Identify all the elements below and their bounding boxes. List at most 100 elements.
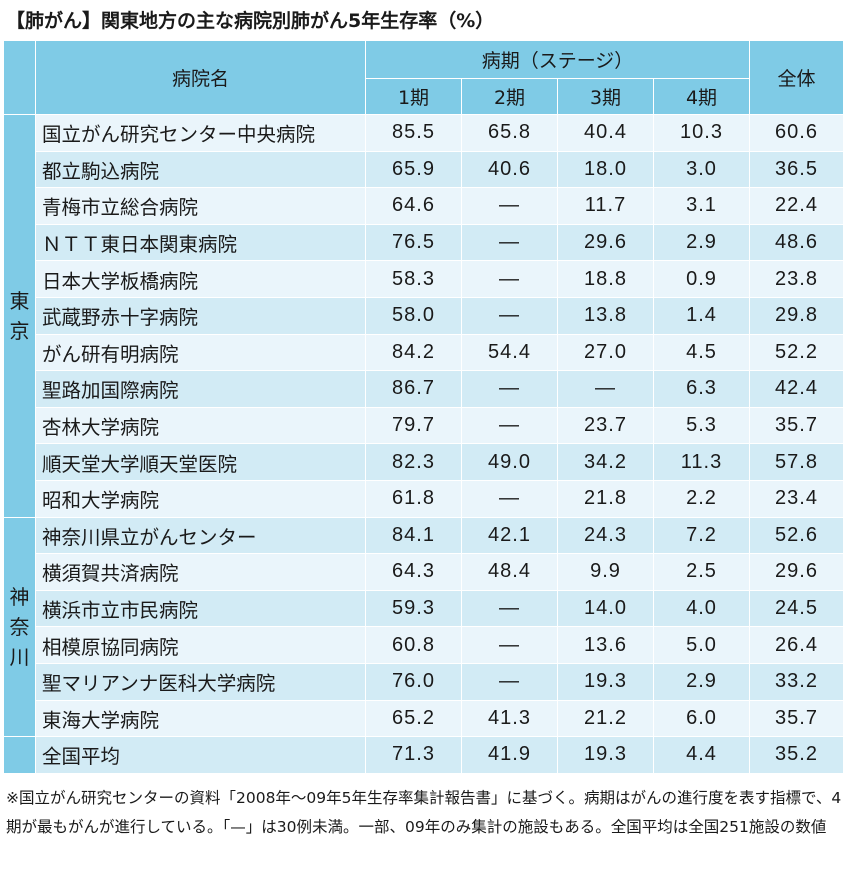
stage-3-value: 19.3 xyxy=(557,662,654,701)
hospital-name: 順天堂大学順天堂医院 xyxy=(35,443,366,481)
stage-1-value: 84.2 xyxy=(365,333,462,372)
hospital-name: 都立駒込病院 xyxy=(35,150,366,189)
stage-4-value: 4.5 xyxy=(653,333,750,372)
table-row: 横須賀共済病院 64.3 48.4 9.9 2.5 29.6 xyxy=(4,553,844,591)
hospital-name: 横須賀共済病院 xyxy=(35,553,366,591)
hospital-name: 国立がん研究センター中央病院 xyxy=(35,114,366,152)
stage-4-value: 7.2 xyxy=(653,516,750,555)
table-row: ＮＴＴ東日本関東病院 76.5 — 29.6 2.9 48.6 xyxy=(4,223,844,262)
stage-3-value: 18.0 xyxy=(557,150,654,189)
stage-1-value: 85.5 xyxy=(365,114,462,152)
stage-4-value: 11.3 xyxy=(653,443,750,481)
stage-2-value: — xyxy=(461,626,558,664)
stage-3-value: 19.3 xyxy=(557,736,654,774)
region-char: 奈 xyxy=(9,614,30,639)
overall-value: 48.6 xyxy=(749,223,844,262)
stage-2-value: 41.3 xyxy=(461,699,558,738)
hospital-name: 東海大学病院 xyxy=(35,699,366,738)
overall-value: 35.7 xyxy=(749,406,844,445)
stage-1-value: 76.0 xyxy=(365,662,462,701)
table-row: 昭和大学病院 61.8 — 21.8 2.2 23.4 xyxy=(4,479,844,518)
stage-2-value: — xyxy=(461,260,558,298)
stage-3-value: 21.2 xyxy=(557,699,654,738)
stage-3-value: 34.2 xyxy=(557,443,654,481)
overall-value: 23.4 xyxy=(749,479,844,518)
stage-4-value: 4.0 xyxy=(653,589,750,628)
stage-1-value: 64.3 xyxy=(365,553,462,591)
stage-3-value: 29.6 xyxy=(557,223,654,262)
table-row: 青梅市立総合病院 64.6 — 11.7 3.1 22.4 xyxy=(4,187,844,225)
overall-value: 36.5 xyxy=(749,150,844,189)
overall-value: 22.4 xyxy=(749,187,844,225)
stage-4-value: 10.3 xyxy=(653,114,750,152)
table-row: 横浜市立市民病院 59.3 — 14.0 4.0 24.5 xyxy=(4,589,844,628)
header-stage-2: 2期 xyxy=(461,78,558,115)
stage-2-value: — xyxy=(461,223,558,262)
table-row: 杏林大学病院 79.7 — 23.7 5.3 35.7 xyxy=(4,406,844,445)
table-row: 順天堂大学順天堂医院 82.3 49.0 34.2 11.3 57.8 xyxy=(4,443,844,481)
stage-4-value: 2.9 xyxy=(653,662,750,701)
hospital-name: 神奈川県立がんセンター xyxy=(35,516,366,555)
header-stage-4: 4期 xyxy=(653,78,750,115)
stage-2-value: — xyxy=(461,370,558,408)
overall-value: 33.2 xyxy=(749,662,844,701)
header-stage-3: 3期 xyxy=(557,78,654,115)
stage-2-value: 42.1 xyxy=(461,516,558,555)
stage-1-value: 65.2 xyxy=(365,699,462,738)
stage-1-value: 84.1 xyxy=(365,516,462,555)
hospital-name: 青梅市立総合病院 xyxy=(35,187,366,225)
stage-4-value: 3.1 xyxy=(653,187,750,225)
hospital-name: 杏林大学病院 xyxy=(35,406,366,445)
region-char: 川 xyxy=(9,644,30,669)
national-average-spacer xyxy=(3,736,36,774)
stage-3-value: 14.0 xyxy=(557,589,654,628)
stage-1-value: 79.7 xyxy=(365,406,462,445)
region-char: 京 xyxy=(9,318,30,343)
overall-value: 29.8 xyxy=(749,296,844,335)
header-corner xyxy=(3,40,36,115)
overall-value: 23.8 xyxy=(749,260,844,298)
stage-4-value: 4.4 xyxy=(653,736,750,774)
stage-1-value: 71.3 xyxy=(365,736,462,774)
stage-2-value: 40.6 xyxy=(461,150,558,189)
hospital-name: ＮＴＴ東日本関東病院 xyxy=(35,223,366,262)
survival-rate-table: 病院名 病期（ステージ） 全体 1期 2期 3期 4期 東 京 国立がん研究セン… xyxy=(3,40,844,774)
stage-2-value: — xyxy=(461,662,558,701)
region-char: 東 xyxy=(9,288,30,313)
hospital-name: 聖路加国際病院 xyxy=(35,370,366,408)
overall-value: 24.5 xyxy=(749,589,844,628)
hospital-name: 横浜市立市民病院 xyxy=(35,589,366,628)
hospital-name: 相模原協同病院 xyxy=(35,626,366,664)
table-row: がん研有明病院 84.2 54.4 27.0 4.5 52.2 xyxy=(4,333,844,372)
footnote: ※国立がん研究センターの資料「2008年〜09年5年生存率集計報告書」に基づく。… xyxy=(6,789,842,836)
stage-4-value: 1.4 xyxy=(653,296,750,335)
stage-2-value: — xyxy=(461,479,558,518)
stage-4-value: 5.0 xyxy=(653,626,750,664)
table-row: 相模原協同病院 60.8 — 13.6 5.0 26.4 xyxy=(4,626,844,664)
table-row: 都立駒込病院 65.9 40.6 18.0 3.0 36.5 xyxy=(4,150,844,189)
hospital-name: 昭和大学病院 xyxy=(35,479,366,518)
overall-value: 42.4 xyxy=(749,370,844,408)
stage-3-value: 18.8 xyxy=(557,260,654,298)
page-title: 【肺がん】関東地方の主な病院別肺がん5年生存率（%） xyxy=(6,10,495,32)
header-hospital: 病院名 xyxy=(35,40,366,115)
table-row: 聖マリアンナ医科大学病院 76.0 — 19.3 2.9 33.2 xyxy=(4,662,844,701)
table-row: 聖路加国際病院 86.7 — — 6.3 42.4 xyxy=(4,370,844,408)
stage-1-value: 86.7 xyxy=(365,370,462,408)
stage-2-value: 49.0 xyxy=(461,443,558,481)
table-row: 神 奈 川 神奈川県立がんセンター 84.1 42.1 24.3 7.2 52.… xyxy=(3,516,844,738)
stage-1-value: 58.0 xyxy=(365,296,462,335)
header-overall: 全体 xyxy=(749,40,844,115)
stage-3-value: 21.8 xyxy=(557,479,654,518)
region-char: 神 xyxy=(9,584,30,609)
stage-4-value: 2.5 xyxy=(653,553,750,591)
stage-3-value: 23.7 xyxy=(557,406,654,445)
stage-4-value: 6.3 xyxy=(653,370,750,408)
overall-value: 35.7 xyxy=(749,699,844,738)
header-stage-group: 病期（ステージ） xyxy=(365,40,750,79)
stage-2-value: — xyxy=(461,589,558,628)
stage-1-value: 76.5 xyxy=(365,223,462,262)
stage-2-value: 48.4 xyxy=(461,553,558,591)
stage-1-value: 59.3 xyxy=(365,589,462,628)
stage-4-value: 3.0 xyxy=(653,150,750,189)
